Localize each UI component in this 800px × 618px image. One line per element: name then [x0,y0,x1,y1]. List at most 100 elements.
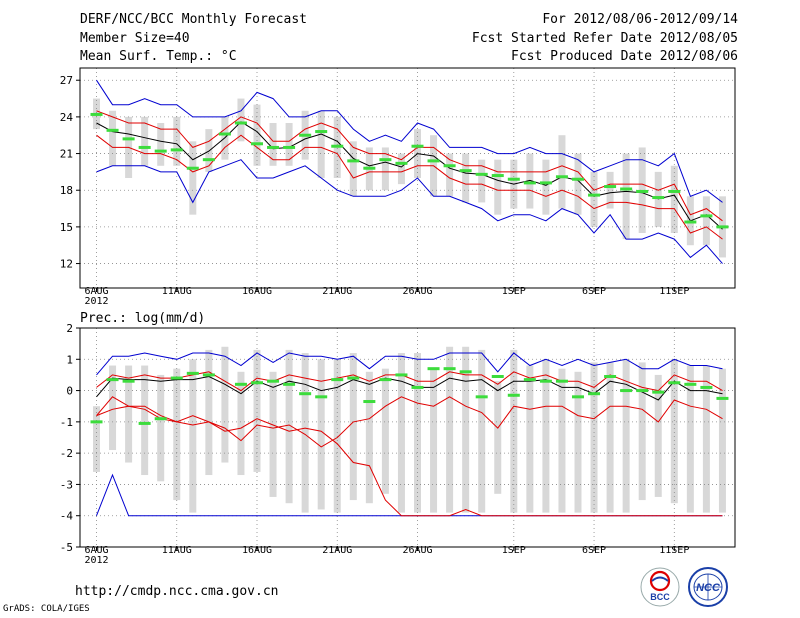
observed-marker [523,181,536,185]
observed-marker [443,164,456,168]
ensemble-box [173,368,181,501]
ensemble-box [237,371,245,476]
observed-marker [283,145,296,149]
series-max-line [96,79,723,203]
ensemble-box [702,196,710,246]
ensemble-box [574,153,582,215]
ensemble-box [381,368,389,494]
x-tick-label: 26AUG [402,545,432,556]
observed-marker [202,158,215,162]
grads-credit: GrADS: COLA/IGES [3,604,90,614]
observed-marker [652,390,665,394]
logos: BCC NCC [640,567,728,607]
observed-marker [299,392,312,396]
x-tick-label: 21AUG [322,286,352,297]
ncc-logo: NCC [688,567,728,607]
ensemble-box [301,353,309,513]
observed-marker [395,161,408,165]
ensemble-box [606,171,614,209]
ensemble-box [670,359,678,504]
x-tick-label: 11SEP [659,545,689,556]
x-tick-label: 6AUG [84,545,108,556]
ensemble-box [686,365,694,513]
y-tick-label: -4 [60,510,74,523]
observed-marker [347,376,360,380]
observed-marker [90,112,103,116]
observed-marker [411,385,424,389]
y-tick-label: 2 [66,322,73,335]
observed-marker [186,371,199,375]
observed-marker [507,177,520,181]
observed-marker [700,385,713,389]
observed-marker [315,395,328,399]
x-tick-label: 11AUG [162,545,192,556]
observed-marker [106,128,119,132]
observed-marker [122,137,135,141]
observed-marker [555,175,568,179]
ncc-logo-text: NCC [696,582,721,594]
series-min-line [96,159,723,264]
observed-marker [684,220,697,224]
ensemble-box [654,374,662,497]
observed-marker [202,373,215,377]
y-tick-label: 12 [60,258,73,271]
series-max-line [96,352,723,376]
series-plus-sd-line [96,371,723,392]
observed-marker [459,169,472,173]
ensemble-box [173,116,181,166]
ensemble-box [141,116,149,166]
panel-title: Prec.: log(mm/d) [80,311,205,326]
observed-marker [668,189,681,193]
series-minus-sd-line [96,396,723,448]
x-tick-label: 26AUG [402,286,432,297]
x-tick-label: 2012 [84,555,108,566]
observed-marker [299,133,312,137]
observed-marker [234,121,247,125]
y-tick-label: -2 [60,447,73,460]
observed-marker [122,379,135,383]
observed-marker [620,389,633,393]
observed-marker [604,185,617,189]
observed-marker [491,374,504,378]
observed-marker [700,214,713,218]
ensemble-box [478,349,486,513]
y-tick-label: -1 [60,416,73,429]
observed-marker [636,389,649,393]
ensemble-box [93,406,100,472]
ensemble-box [654,171,662,227]
ensemble-box [702,365,710,513]
observed-marker [652,196,665,200]
observed-marker [443,367,456,371]
observed-marker [604,374,617,378]
forecast-started-date: Fcst Started Refer Date 2012/08/05 [471,31,738,46]
ensemble-box [462,346,470,513]
x-tick-label: 6SEP [582,286,606,297]
observed-marker [716,225,729,229]
y-tick-label: -5 [60,541,73,554]
source-url[interactable]: http://cmdp.ncc.cma.gov.cn [75,584,279,599]
observed-marker [555,379,568,383]
ensemble-box [381,147,389,191]
observed-marker [379,378,392,382]
series-mean-line [96,121,723,230]
ensemble-box [397,353,405,513]
x-tick-label: 6SEP [582,545,606,556]
observed-marker [138,145,151,149]
plot-frame [79,327,736,548]
x-tick-label: 1SEP [502,545,526,556]
observed-marker [267,379,280,383]
observed-marker [491,174,504,178]
x-tick-label: 11AUG [162,286,192,297]
bcc-logo: BCC [640,567,680,607]
x-tick-label: 21AUG [322,545,352,556]
ensemble-box [718,368,726,513]
ensemble-box [446,346,454,513]
ensemble-box [397,153,405,185]
observed-marker [459,370,472,374]
ensemble-box [285,349,293,504]
y-tick-label: 21 [60,148,73,161]
observed-marker [668,381,681,385]
observed-marker [379,158,392,162]
observed-marker [138,421,151,425]
ensemble-box [590,171,598,227]
